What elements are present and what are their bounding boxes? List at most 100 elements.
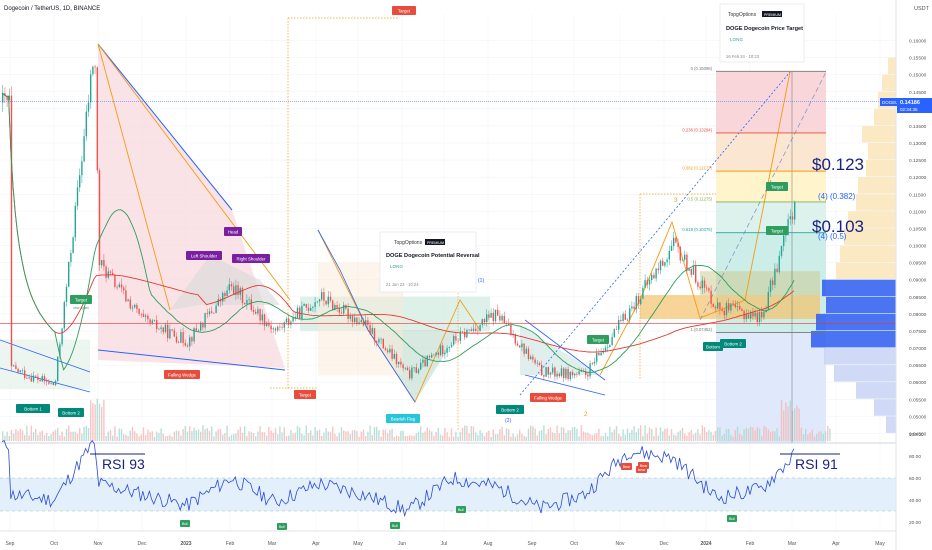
- candle-body: [193, 328, 195, 342]
- volume-bar: [191, 431, 193, 441]
- volume-bar: [96, 398, 98, 441]
- candle-body: [266, 322, 268, 326]
- candle-body: [747, 314, 750, 319]
- candle-body: [453, 336, 455, 345]
- volume-bar: [428, 429, 431, 441]
- volume-bar: [827, 426, 829, 441]
- candle-body: [63, 301, 65, 329]
- candle-body: [41, 376, 43, 382]
- bull-label-bg: [277, 523, 287, 530]
- volume-bar: [299, 427, 301, 441]
- volume-bar: [129, 430, 131, 441]
- volume-bar: [646, 433, 648, 441]
- volume-bar: [580, 425, 582, 441]
- candle-body: [13, 365, 15, 367]
- volume-bar: [519, 429, 521, 441]
- bull-label: Bull: [729, 517, 735, 521]
- candle-body: [767, 291, 769, 310]
- candle-body: [769, 280, 772, 292]
- label-target-sub: new again: [73, 306, 89, 310]
- volume-bar: [398, 436, 400, 441]
- volume-bar: [618, 434, 620, 441]
- label-bottom-2-left-bg: [58, 408, 84, 417]
- candle-body: [48, 381, 50, 384]
- candle-body: [288, 318, 290, 325]
- volume-bar: [147, 429, 149, 441]
- volume-bar: [336, 436, 338, 441]
- volume-bar: [756, 426, 758, 441]
- volume-bar: [263, 432, 266, 441]
- volume-bar: [138, 436, 140, 441]
- volume-bar: [2, 431, 4, 441]
- volume-bar: [332, 426, 334, 441]
- volume-bar: [556, 425, 558, 441]
- candle-body: [257, 309, 259, 314]
- label-big-price-2: $0.103: [812, 217, 864, 236]
- volume-bar: [325, 427, 327, 441]
- price-tick-label: 0.05000: [909, 414, 927, 420]
- candle-body: [54, 380, 57, 386]
- time-axis[interactable]: Sep Oct Nov Dec 2023 Feb Mar Apr May Jun Jul Aug Sep…: [6, 541, 886, 547]
- candle-body: [404, 367, 406, 369]
- volume-bar: [503, 435, 505, 441]
- volume-bar: [206, 427, 208, 441]
- volume-bar: [395, 435, 398, 441]
- fib-level-label: 0.618 (0.10375): [682, 227, 712, 232]
- volume-bar: [710, 431, 712, 441]
- volume-bar: [499, 429, 501, 441]
- volume-bar: [778, 436, 780, 441]
- candle-body: [283, 322, 285, 328]
- volume-bar: [184, 426, 186, 441]
- volume-bar: [624, 434, 626, 441]
- candle-body: [706, 287, 708, 289]
- candle-body: [459, 331, 461, 341]
- volume-bar: [576, 428, 578, 441]
- candle-body: [629, 308, 631, 320]
- candle-body: [189, 337, 191, 347]
- idea-card-1[interactable]: TopgOptions PREMIUM DOGE Dogecoin Price …: [719, 3, 805, 63]
- volume-bar: [140, 434, 142, 441]
- volume-bar: [294, 433, 296, 441]
- label-target-lower-right-bg: [766, 226, 788, 235]
- candle-body: [103, 260, 105, 267]
- candle-body: [98, 170, 101, 266]
- candle-body: [46, 381, 48, 382]
- candle-body: [281, 327, 283, 328]
- candle-body: [114, 274, 116, 287]
- volume-bar: [728, 428, 730, 441]
- volume-bar: [571, 427, 574, 441]
- candle-body: [457, 340, 459, 342]
- volume-bar: [466, 425, 468, 441]
- candle-body: [604, 347, 607, 352]
- candle-body: [398, 361, 400, 365]
- candle-body: [472, 328, 475, 331]
- idea-card-2[interactable]: TopgOptions PREMIUM DOGE Dogecoin Potent…: [379, 231, 480, 293]
- candle-body: [195, 328, 197, 331]
- candle-body: [362, 320, 365, 326]
- candle-body: [140, 313, 142, 315]
- volume-bar: [483, 435, 486, 441]
- idea-2-title: DOGE Dogecoin Potential Reversal: [386, 253, 480, 259]
- candle-body: [316, 301, 318, 303]
- volume-bar: [780, 400, 783, 441]
- candle-body: [327, 296, 329, 305]
- candle-body: [433, 354, 435, 356]
- candle-body: [310, 307, 312, 311]
- volume-bar: [785, 402, 787, 441]
- candle-body: [391, 348, 393, 359]
- candle-body: [497, 309, 499, 316]
- volume-bar: [765, 427, 767, 441]
- volume-bar: [719, 427, 721, 441]
- volume-bar: [373, 426, 376, 441]
- candle-body: [252, 309, 255, 312]
- candle-body: [633, 306, 635, 310]
- candle-body: [197, 330, 200, 332]
- volume-bar: [659, 427, 662, 441]
- time-tick-label: Feb: [746, 541, 755, 547]
- volume-bar: [15, 429, 17, 441]
- volume-bar: [688, 432, 690, 441]
- idea-2-badge: PREMIUM: [427, 241, 444, 245]
- volume-bar: [142, 427, 145, 441]
- candle-body: [175, 336, 178, 343]
